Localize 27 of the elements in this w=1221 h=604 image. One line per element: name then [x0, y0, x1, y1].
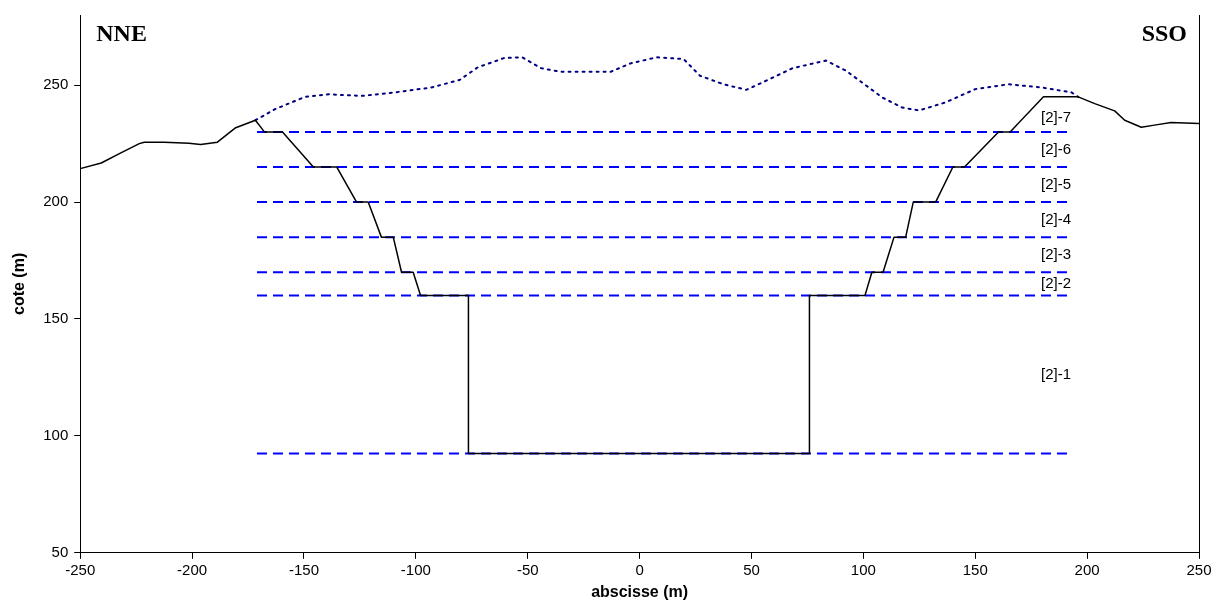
- annotation: [2]-5: [1040, 174, 1071, 192]
- annotation: [2]-2: [1040, 274, 1071, 292]
- annotation: SSO: [1141, 20, 1187, 47]
- y-tick-label: 50: [51, 542, 69, 560]
- x-tick-label: -150: [288, 560, 319, 578]
- annotation: [2]-6: [1040, 139, 1071, 157]
- x-tick-label: 200: [1074, 560, 1100, 578]
- annotation: [2]-1: [1040, 364, 1071, 382]
- annotation: [2]-3: [1040, 244, 1071, 262]
- x-tick-label: -100: [400, 560, 431, 578]
- annotation: NNE: [96, 20, 147, 47]
- y-axis-title: cote (m): [10, 252, 28, 316]
- y-tick-label: 150: [43, 309, 69, 327]
- x-tick-label: -200: [177, 560, 208, 578]
- x-tick-label: 0: [635, 560, 644, 578]
- x-tick-label: 100: [850, 560, 876, 578]
- annotation: [2]-7: [1040, 108, 1071, 126]
- x-axis-title: abscisse (m): [591, 582, 689, 600]
- y-tick-label: 100: [43, 426, 69, 444]
- x-tick-label: -250: [65, 560, 96, 578]
- x-tick-label: 250: [1186, 560, 1212, 578]
- x-tick-label: 150: [962, 560, 988, 578]
- x-tick-label: -50: [516, 560, 539, 578]
- annotation: [2]-4: [1040, 209, 1071, 227]
- x-tick-label: 50: [743, 560, 760, 578]
- y-tick-label: 200: [43, 192, 69, 210]
- y-tick-label: 250: [43, 75, 69, 93]
